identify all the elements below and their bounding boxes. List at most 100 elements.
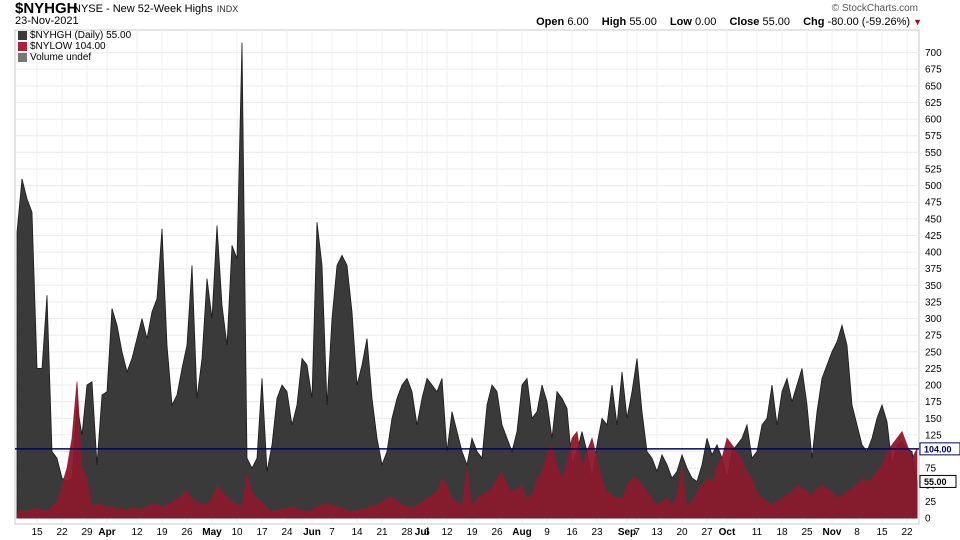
series-area-nylow: [17, 381, 917, 518]
x-tick-label: 20: [676, 527, 688, 538]
symbol-title: $NYHGH: [15, 0, 78, 17]
close-value: 55.00: [762, 16, 791, 28]
y-tick-label: 275: [925, 331, 942, 342]
x-tick-label: 27: [701, 527, 713, 538]
last-value-label: 55.00: [924, 477, 947, 487]
legend-item-volume: Volume undef: [18, 52, 131, 63]
y-tick-label: 400: [925, 248, 942, 259]
x-tick-label: 11: [752, 527, 763, 538]
y-tick-label: 675: [925, 65, 942, 76]
x-tick-label: Apr: [98, 527, 115, 538]
y-tick-label: 600: [925, 115, 942, 126]
x-tick-label: 9: [544, 527, 550, 538]
y-tick-label: 475: [925, 198, 942, 209]
high-value: 55.00: [629, 16, 657, 28]
x-tick-label: 13: [651, 527, 663, 538]
legend-item-highs: $NYHGH (Daily) 55.00: [18, 30, 131, 41]
ref-value-label: 104.00: [924, 444, 952, 454]
y-tick-label: 225: [925, 364, 942, 375]
y-tick-label: 0: [925, 514, 931, 525]
x-tick-label: 7: [634, 527, 640, 538]
x-tick-label: Aug: [512, 527, 531, 538]
series-area-nyhgh: [16, 42, 918, 519]
x-tick-label: 10: [231, 527, 243, 538]
open-label: Open: [536, 16, 565, 28]
x-tick-label: 22: [901, 527, 913, 538]
chart-legend: $NYHGH (Daily) 55.00 $NYLOW 104.00 Volum…: [18, 30, 131, 63]
down-arrow-icon: ▼: [913, 17, 922, 27]
y-tick-label: 575: [925, 131, 942, 142]
high-label: High: [601, 16, 627, 28]
y-tick-label: 550: [925, 148, 942, 159]
close-label: Close: [729, 16, 760, 28]
y-tick-label: 650: [925, 81, 942, 92]
x-tick-label: 24: [281, 527, 293, 538]
x-tick-label: 22: [56, 527, 68, 538]
x-tick-label: Oct: [719, 527, 736, 538]
x-tick-label: 12: [131, 527, 143, 538]
x-tick-label: 12: [441, 527, 453, 538]
legend-swatch: [18, 53, 27, 62]
legend-swatch: [18, 31, 27, 40]
y-tick-label: 250: [925, 347, 942, 358]
description-text: NYSE - New 52-Week Highs: [73, 3, 213, 15]
legend-label: $NYHGH (Daily) 55.00: [30, 30, 132, 41]
y-tick-label: 500: [925, 181, 942, 192]
y-tick-label: 175: [925, 397, 942, 408]
exchange-label: INDX: [216, 4, 239, 14]
y-tick-label: 25: [925, 497, 937, 508]
x-tick-label: 15: [876, 527, 888, 538]
y-tick-label: 425: [925, 231, 942, 242]
x-tick-label: 6: [424, 527, 430, 538]
y-tick-label: 375: [925, 264, 942, 275]
y-tick-label: 300: [925, 314, 942, 325]
x-tick-label: Sep: [618, 527, 636, 538]
legend-label: $NYLOW 104.00: [30, 41, 106, 52]
x-tick-label: Nov: [823, 527, 842, 538]
low-label: Low: [669, 16, 692, 28]
x-tick-label: 25: [801, 527, 813, 538]
series-areas: [16, 42, 918, 519]
y-tick-label: 125: [925, 430, 942, 441]
x-tick-label: Jul: [415, 527, 430, 538]
ref-value-tag: 104.00: [919, 442, 960, 456]
credit-label: © StockCharts.com: [831, 3, 918, 14]
x-tick-label: 17: [256, 527, 268, 538]
x-tick-label: 23: [591, 527, 603, 538]
x-tick-label: May: [202, 527, 222, 538]
open-value: 6.00: [567, 16, 589, 28]
x-tick-label: 26: [181, 527, 193, 538]
x-tick-label: 19: [156, 527, 168, 538]
x-tick-label: 15: [31, 527, 43, 538]
symbol-description: NYSE - New 52-Week Highs INDX: [73, 3, 238, 15]
x-tick-label: 29: [81, 527, 93, 538]
y-tick-label: 350: [925, 281, 942, 292]
x-tick-label: 21: [376, 527, 388, 538]
y-tick-label: 200: [925, 381, 942, 392]
x-tick-label: 8: [854, 527, 860, 538]
y-tick-label: 75: [925, 464, 937, 475]
chg-value: -80.00 (-59.26%): [827, 16, 911, 28]
x-tick-label: Jun: [303, 527, 321, 538]
x-tick-label: 26: [491, 527, 503, 538]
chart-date: 23-Nov-2021: [15, 15, 79, 27]
last-value-tag: 55.00: [919, 474, 957, 488]
y-tick-label: 150: [925, 414, 942, 425]
y-tick-label: 700: [925, 48, 942, 59]
legend-swatch: [18, 42, 27, 51]
x-tick-label: 18: [776, 527, 788, 538]
low-value: 0.00: [694, 16, 717, 28]
x-tick-label: 7: [329, 527, 335, 538]
x-tick-label: 14: [351, 527, 363, 538]
legend-item-lows: $NYLOW 104.00: [18, 41, 131, 52]
x-tick-label: 19: [466, 527, 478, 538]
y-tick-label: 325: [925, 297, 942, 308]
x-tick-label: 16: [566, 527, 578, 538]
legend-label: Volume undef: [30, 52, 92, 63]
x-tick-label: 28: [401, 527, 413, 538]
y-tick-label: 525: [925, 164, 942, 175]
y-tick-label: 625: [925, 98, 942, 109]
chg-label: Chg: [803, 16, 825, 28]
